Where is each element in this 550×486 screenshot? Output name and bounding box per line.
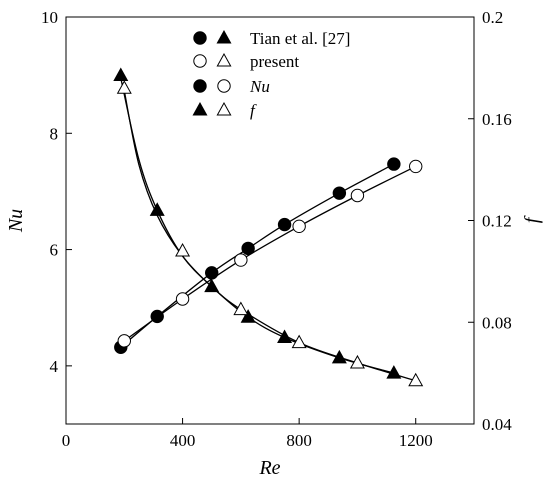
plot-frame: [65, 16, 475, 425]
f-filled-triangle-point: [277, 329, 293, 344]
nu-filled-circle-point: [241, 241, 255, 256]
legend-label: f: [250, 101, 257, 120]
f-filled-triangle-point: [149, 202, 165, 216]
fit-curve: [123, 165, 416, 342]
x-axis: 0 400 800 1200: [62, 418, 433, 450]
legend-marker-open-triangle: [216, 101, 232, 116]
legend-marker-filled-triangle: [216, 29, 232, 44]
y-left-tick-label: 6: [50, 241, 59, 260]
legend-marker-filled-circle: [193, 31, 207, 45]
left-y-axis: 4 6 8 10: [41, 8, 72, 376]
f-filled-triangle-point: [113, 67, 129, 82]
legend-marker-open-circle: [217, 79, 231, 93]
f-open-triangle-point: [408, 372, 424, 387]
legend-marker-filled-triangle: [192, 101, 208, 116]
legend: Tian et al. [27] present Nu f: [192, 29, 350, 120]
nu-open-circle-point: [117, 334, 131, 348]
legend-label: Nu: [249, 77, 270, 96]
fit-curve: [123, 90, 416, 382]
y-left-tick-label: 10: [41, 8, 58, 27]
nu-filled-circle-point: [387, 157, 401, 171]
nu-filled-circle-point: [150, 309, 164, 324]
y-left-tick-label: 4: [50, 357, 59, 376]
legend-label: Tian et al. [27]: [250, 29, 350, 48]
legend-marker-filled-circle: [193, 79, 207, 93]
nu-filled-circle-point: [332, 186, 347, 200]
plot-border: [65, 16, 475, 425]
f-filled-triangle-point: [240, 309, 256, 323]
y-right-tick-label: 0.2: [482, 8, 503, 27]
nu-open-circle-point: [292, 219, 306, 234]
f-open-triangle-point: [175, 242, 191, 257]
legend-marker-open-circle: [193, 54, 207, 68]
y-right-tick-label: 0.12: [482, 212, 512, 231]
nu-open-circle-point: [175, 292, 190, 306]
data-markers: [113, 67, 424, 387]
y-left-tick-label: 8: [50, 124, 59, 143]
nu-filled-circle-point: [205, 266, 219, 280]
x-axis-title: Re: [258, 457, 280, 479]
y-right-tick-label: 0.08: [482, 313, 512, 332]
nu-open-circle-point: [350, 188, 365, 203]
left-y-axis-title: Nu: [5, 209, 27, 233]
nu-filled-circle-point: [277, 217, 292, 232]
f-filled-triangle-point: [386, 365, 402, 379]
x-tick-label: 400: [170, 431, 196, 450]
right-y-axis: 0.04 0.08 0.12 0.16 0.2: [468, 8, 512, 434]
x-tick-label: 0: [62, 431, 71, 450]
f-open-triangle-point: [291, 334, 307, 349]
y-right-tick-label: 0.16: [482, 110, 512, 129]
fit-lines: [120, 77, 416, 382]
f-open-triangle-point: [116, 80, 132, 94]
f-filled-triangle-point: [204, 278, 220, 293]
legend-label: present: [250, 52, 299, 71]
x-tick-label: 800: [286, 431, 312, 450]
legend-marker-open-triangle: [216, 52, 232, 67]
right-y-axis-title: f: [521, 215, 543, 223]
nu-open-circle-point: [409, 159, 423, 174]
f-open-triangle-point: [349, 354, 365, 369]
nu-open-circle-point: [234, 253, 248, 267]
y-right-tick-label: 0.04: [482, 415, 512, 434]
x-tick-label: 1200: [399, 431, 433, 450]
f-filled-triangle-point: [331, 349, 347, 364]
f-open-triangle-point: [233, 301, 249, 316]
